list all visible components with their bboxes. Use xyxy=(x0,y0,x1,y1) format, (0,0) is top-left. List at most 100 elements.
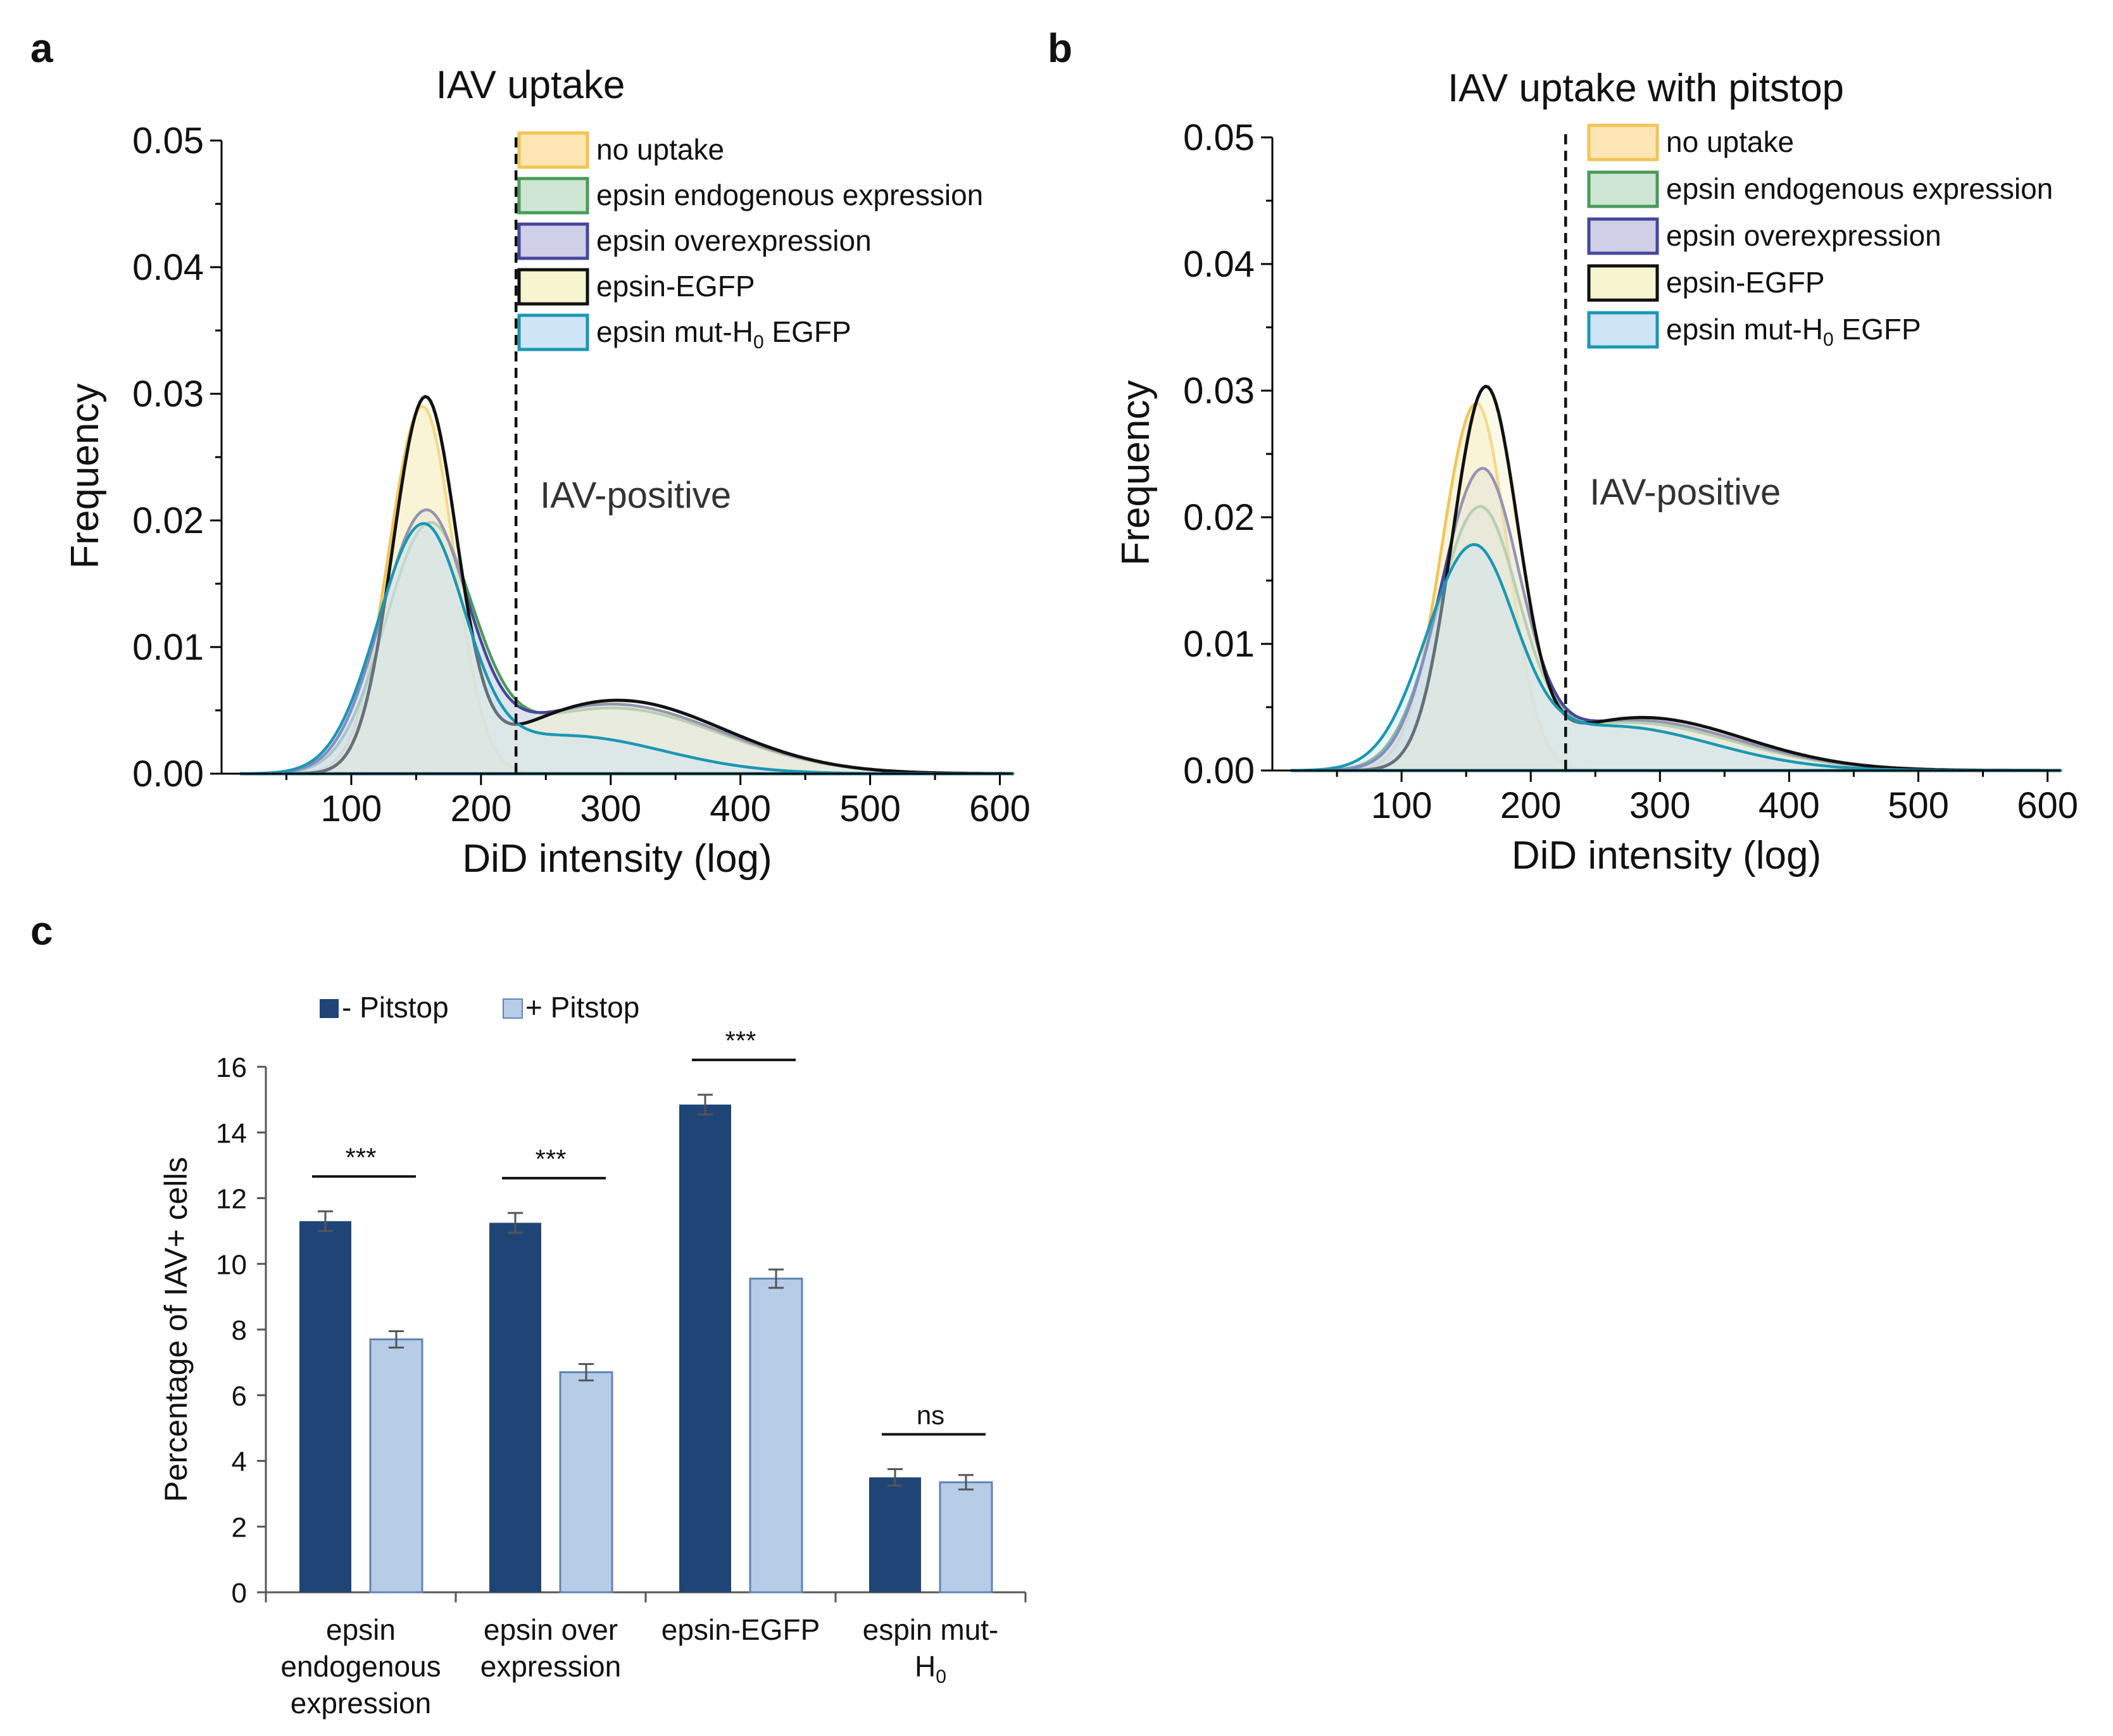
legend-swatch-minus-pitstop xyxy=(320,999,339,1018)
x-tick-label: 500 xyxy=(1888,785,1949,826)
y-tick-label: 12 xyxy=(216,1184,247,1215)
x-tick-label: 300 xyxy=(1629,785,1691,826)
y-tick-label: 14 xyxy=(216,1118,247,1149)
y-tick-label: 8 xyxy=(232,1315,247,1346)
x-category-label: expression xyxy=(291,1687,431,1720)
x-category-label: endogenous xyxy=(280,1650,441,1683)
x-tick-label: 100 xyxy=(1371,785,1433,826)
y-tick-label: 0 xyxy=(232,1578,247,1609)
iav-positive-annotation: IAV-positive xyxy=(540,475,731,516)
legend: no uptake epsin endogenous expression epsi… xyxy=(1587,123,2053,350)
legend-swatch-plus-pitstop xyxy=(503,998,523,1019)
legend-entry-mut: epsin mut-H0 EGFP xyxy=(596,315,851,353)
significance-label: ns xyxy=(917,1400,944,1430)
x-tick-label: 400 xyxy=(1759,785,1820,826)
legend-entry-egfp: epsin-EGFP xyxy=(1666,266,1825,299)
legend-entry-overexpression: epsin overexpression xyxy=(596,224,872,257)
legend-entry-endogenous: epsin endogenous expression xyxy=(596,179,983,211)
legend-entry-overexpression: epsin overexpression xyxy=(1666,219,1941,252)
y-tick-label: 0.03 xyxy=(1183,370,1255,412)
legend-entry-endogenous: epsin endogenous expression xyxy=(1666,172,2053,205)
chart-title: IAV uptake with pitstop xyxy=(1448,66,1844,110)
bar-plus-pitstop xyxy=(749,1278,803,1594)
x-tick-label: 500 xyxy=(839,788,901,829)
x-tick-label: 100 xyxy=(321,788,382,829)
y-tick-label: 0.01 xyxy=(1183,624,1255,665)
legend-swatch-mut xyxy=(517,313,589,351)
legend-swatch-egfp xyxy=(1587,264,1659,302)
x-tick-label: 400 xyxy=(710,788,771,829)
series-group xyxy=(239,394,1015,776)
bar-plus-pitstop xyxy=(369,1338,423,1594)
legend-swatch-endogenous xyxy=(517,177,589,215)
panel-a-histogram: a IAV uptake 0.00 0.01 0.02 0.03 0.04 0.05 100 20… xyxy=(30,25,1031,881)
legend-swatch-endogenous xyxy=(1587,170,1659,208)
y-tick-label: 0.04 xyxy=(132,247,204,288)
legend-entry-no_uptake: no uptake xyxy=(1666,125,1794,158)
y-tick-label: 10 xyxy=(216,1249,247,1280)
legend-swatch-egfp xyxy=(517,268,589,306)
x-category-label: epsin over xyxy=(484,1613,618,1646)
legend-entry-egfp: epsin-EGFP xyxy=(596,270,755,303)
y-tick-label: 0.05 xyxy=(1183,117,1255,158)
bar-minus-pitstop xyxy=(679,1104,731,1592)
series-group xyxy=(1290,384,2062,772)
legend-entry-plus-pitstop: + Pitstop xyxy=(525,991,639,1024)
significance-label: *** xyxy=(725,1026,756,1055)
panel-c-bar-chart: c - Pitstop + Pitstop 0 2 4 6 8 10 12 14 16 Percenta… xyxy=(30,908,1027,1720)
y-tick-label: 0.02 xyxy=(132,500,204,541)
legend-swatch-mut xyxy=(1587,311,1659,349)
y-tick-label: 0.05 xyxy=(132,120,204,161)
panel-label: c xyxy=(30,908,53,953)
y-tick-label: 0.02 xyxy=(1183,497,1255,538)
bar-minus-pitstop xyxy=(489,1223,541,1592)
legend-swatch-no_uptake xyxy=(1587,123,1659,161)
x-axis-label: DiD intensity (log) xyxy=(1512,834,1821,877)
y-tick-label: 2 xyxy=(232,1512,247,1543)
y-tick-label: 0.04 xyxy=(1183,244,1255,285)
chart-title: IAV uptake xyxy=(436,63,625,107)
y-tick-label: 0.03 xyxy=(132,374,204,415)
legend-swatch-overexpression xyxy=(1587,217,1659,255)
x-category-label: H0 xyxy=(915,1650,946,1687)
x-tick-label: 200 xyxy=(1500,785,1562,826)
y-tick-label: 4 xyxy=(232,1447,247,1478)
panel-label: a xyxy=(30,25,53,71)
series-curve-egfp xyxy=(239,394,1015,776)
bar-plus-pitstop xyxy=(939,1481,993,1594)
bar-plus-pitstop xyxy=(559,1371,613,1594)
x-axis-label: DiD intensity (log) xyxy=(462,837,772,881)
x-tick-label: 600 xyxy=(969,788,1031,829)
x-category-label: epsin xyxy=(326,1613,396,1646)
x-category-label: espin mut- xyxy=(863,1613,999,1646)
significance-label: *** xyxy=(345,1142,376,1172)
legend-swatch-overexpression xyxy=(517,222,589,260)
y-tick-label: 0.01 xyxy=(132,627,204,668)
panel-b-histogram: b IAV uptake with pitstop 0.00 0.01 0.02 0.03… xyxy=(1048,25,2078,877)
panel-label: b xyxy=(1048,25,1072,71)
x-tick-label: 200 xyxy=(450,788,511,829)
x-category-label: epsin-EGFP xyxy=(661,1613,820,1646)
legend-entry-mut: epsin mut-H0 EGFP xyxy=(1666,313,1921,350)
x-tick-label: 600 xyxy=(2017,785,2078,826)
iav-positive-annotation: IAV-positive xyxy=(1589,472,1781,513)
y-tick-label: 16 xyxy=(216,1052,247,1083)
y-axis-label: Frequency xyxy=(63,384,107,569)
y-tick-label: 6 xyxy=(232,1381,247,1412)
bar-minus-pitstop xyxy=(869,1477,921,1592)
x-category-label: expression xyxy=(480,1650,621,1683)
y-tick-label: 0.00 xyxy=(132,753,204,795)
legend-entry-no_uptake: no uptake xyxy=(596,133,724,166)
y-axis-label: Frequency xyxy=(1114,381,1158,566)
legend-swatch-no_uptake xyxy=(517,131,589,169)
significance-label: *** xyxy=(535,1144,566,1174)
legend: no uptake epsin endogenous expression epsi… xyxy=(517,131,983,353)
bar-minus-pitstop xyxy=(299,1221,351,1592)
y-axis-label: Percentage of IAV+ cells xyxy=(158,1157,194,1502)
y-tick-label: 0.00 xyxy=(1183,750,1255,791)
legend: - Pitstop + Pitstop xyxy=(320,991,639,1024)
series-curve-mut xyxy=(1290,543,2062,772)
x-tick-label: 300 xyxy=(580,788,641,829)
legend-entry-minus-pitstop: - Pitstop xyxy=(342,991,449,1024)
